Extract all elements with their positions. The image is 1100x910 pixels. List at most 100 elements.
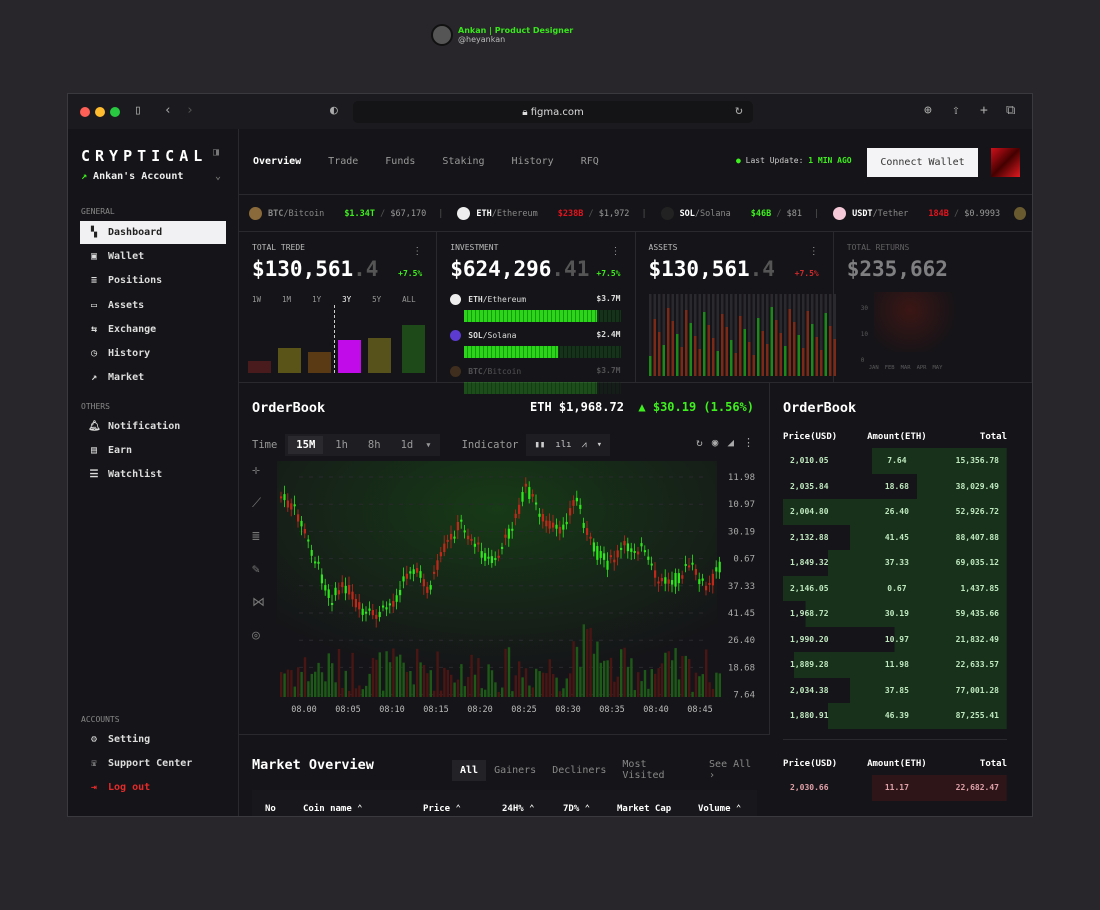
shield-icon[interactable]: ◐ [330,103,338,118]
sidebar-item-wallet[interactable]: ▣ Wallet [80,245,226,268]
address-bar[interactable]: 🔒︎ figma.com [353,101,753,123]
ticker-item-usdt[interactable]: USDT/Tether 184B / $0.9993 [833,206,1000,220]
ticker-item-sol[interactable]: SOL/Solana $46B / $81 | [660,206,819,220]
sidebar-item-dashboard[interactable]: ▚ Dashboard [80,221,226,244]
ticker-item-btc[interactable]: BTC/Bitcoin $1.34T / $67,170 | [249,206,443,220]
pattern-icon[interactable]: ⋈ [252,595,265,610]
tab-staking[interactable]: Staking [442,156,485,167]
order-row[interactable]: 2,004.80 26.40 52,926.72 [783,499,1007,525]
minimize-button[interactable] [95,106,105,117]
sidebar-item-support-center[interactable]: ☏ Support Center [80,752,226,775]
order-row[interactable]: 1,889.28 11.98 22,633.57 [783,652,1007,678]
order-row[interactable]: 1,990.20 10.97 21,832.49 [783,626,1007,652]
close-button[interactable] [80,106,90,117]
tab-history[interactable]: History [511,156,554,167]
sidebar-item-history[interactable]: ◷ History [80,342,226,365]
candlestick-chart[interactable]: 11.98 10.97 30.19 0.67 37.33 41.45 26.40 18.68 7… [239,461,770,731]
timeframe-15m[interactable]: 15M [288,436,324,454]
sidebar-item-earn[interactable]: ▤ Earn [80,439,226,462]
column-header[interactable]: 7D% ⌃ [563,804,591,814]
analytics-icon[interactable]: ◢ [727,436,734,449]
order-row[interactable]: 2,030.66 11.17 22,682.47 [783,775,1007,801]
order-row[interactable]: 2,034.38 37.85 77,001.28 [783,677,1007,703]
more-icon[interactable]: ⋮ [743,436,754,449]
y-tick-label: 30.19 [728,527,755,537]
new-tab-icon[interactable]: + [980,103,988,118]
dropdown-icon[interactable]: ▾ [425,439,432,451]
crosshair-icon[interactable]: ✛ [252,463,260,478]
sidebar-item-assets[interactable]: ▭ Assets [80,294,226,317]
dropdown-icon[interactable]: ▾ [596,440,603,450]
holding-sol[interactable]: SOL/Solana $2.4M [450,330,621,358]
filter-decliners[interactable]: Decliners [552,764,607,776]
range-1m[interactable]: 1M [282,295,292,304]
user-avatar[interactable] [991,148,1020,177]
order-row[interactable]: 2,146.05 0.67 1,437.85 [783,575,1007,601]
brush-icon[interactable]: ✎ [252,562,260,577]
holding-btc[interactable]: BTC/Bitcoin $3.7M [450,366,621,394]
line-chart-icon[interactable]: ⩘ [581,440,587,450]
range-5y[interactable]: 5Y [372,295,382,304]
maximize-button[interactable] [110,106,120,117]
timeframe-8h[interactable]: 8h [367,439,381,451]
timeframe-1h[interactable]: 1h [335,439,348,451]
more-icon[interactable]: ⋮ [412,246,423,257]
column-header[interactable]: Price ⌃ [423,804,461,814]
sidebar-item-watchlist[interactable]: ☰ Watchlist [80,463,226,486]
filter-see-all-[interactable]: See All › [709,759,752,781]
range-1w[interactable]: 1W [252,295,262,304]
collapse-sidebar-icon[interactable]: ◨ [213,147,220,158]
ticker-item-eth[interactable]: ETH/Ethereum $238B / $1,972 | [457,206,647,220]
sidebar-item-positions[interactable]: ≡ Positions [80,269,226,292]
reload-icon[interactable]: ↻ [735,103,743,118]
order-row[interactable]: 1,968.72 30.19 59,435.66 [783,601,1007,627]
sidebar-item-log-out[interactable]: ⇥ Log out [80,776,226,799]
tab-overview[interactable]: Overview [253,156,302,167]
more-icon[interactable]: ⋮ [808,246,819,257]
timeframe-1d[interactable]: 1d [400,439,414,451]
sidebar-item-notification[interactable]: 🔔︎ Notification [80,415,226,438]
volume-bar [477,658,480,697]
column-header[interactable]: Coin name ⌃ [303,804,363,814]
trendline-icon[interactable]: ⟋ [252,496,262,511]
filter-gainers[interactable]: Gainers [494,764,537,776]
connect-wallet-button[interactable]: Connect Wallet [867,148,978,177]
holding-eth[interactable]: ETH/Ethereum $3.7M [450,294,621,322]
order-row[interactable]: 2,132.88 41.45 88,407.88 [783,524,1007,550]
order-row[interactable]: 2,035.84 18.68 38,029.49 [783,473,1007,499]
eye-icon[interactable]: ◉ [711,436,719,449]
order-row[interactable]: 2,010.05 7.64 15,356.78 [783,448,1007,474]
order-row[interactable]: 1,849.32 37.33 69,035.12 [783,550,1007,576]
fib-lines-icon[interactable]: ≣ [252,529,260,544]
sidebar-item-setting[interactable]: ⚙ Setting [80,728,226,751]
candle [552,522,555,528]
bar-chart-icon[interactable]: ılı [555,440,572,450]
range-all[interactable]: ALL [402,295,416,304]
column-header[interactable]: Market Cap [617,804,672,814]
share-icon[interactable]: ⇧ [952,103,960,118]
visibility-icon[interactable]: ◎ [252,628,260,643]
back-icon[interactable]: ‹ [164,103,172,118]
download-icon[interactable]: ⊕ [924,103,932,118]
candlestick-icon[interactable]: ▮▮ [534,440,546,450]
more-icon[interactable]: ⋮ [610,246,621,257]
order-row[interactable]: 1,880.91 46.39 87,255.41 [783,703,1007,729]
column-header[interactable]: Volume ⌃ [698,804,742,814]
sidebar-item-market[interactable]: ↗ Market [80,366,226,389]
tab-rfq[interactable]: RFQ [580,156,599,167]
range-1y[interactable]: 1Y [312,295,322,304]
refresh-icon[interactable]: ↻ [696,436,703,449]
tab-funds[interactable]: Funds [385,156,416,167]
forward-icon[interactable]: › [186,103,194,118]
range-3y[interactable]: 3Y [342,295,352,304]
filter-most-visited[interactable]: Most Visited [622,759,665,781]
sidebar-toggle-icon[interactable]: ▯ [134,103,142,118]
column-header[interactable]: No [265,804,276,814]
sidebar-item-exchange[interactable]: ⇆ Exchange [80,318,226,341]
indicator-selector[interactable]: ▮▮ ılı ⩘ ▾ [526,434,611,456]
column-header[interactable]: 24H% ⌃ [502,804,535,814]
filter-all[interactable]: All [452,759,487,781]
tab-trade[interactable]: Trade [328,156,359,167]
tabs-icon[interactable]: ⧉ [1006,103,1016,118]
account-switcher[interactable]: ↗ Ankan's Account ⌄ [81,171,221,182]
